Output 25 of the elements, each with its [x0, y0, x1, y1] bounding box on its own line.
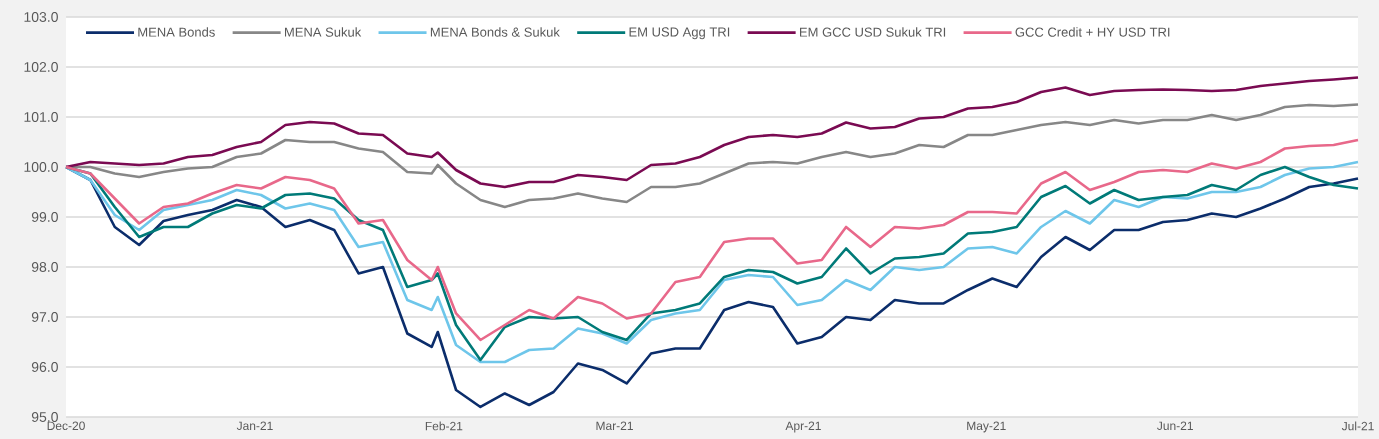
- legend-label: MENA Bonds: [138, 27, 215, 37]
- y-tick-label: 103.0: [24, 12, 58, 22]
- legend-label: EM USD Agg TRI: [629, 27, 730, 40]
- line-series: [64, 76, 1360, 189]
- y-tick-label: 102.0: [24, 62, 58, 72]
- x-tick-label: Feb-21: [425, 421, 463, 431]
- x-tick-label: May-21: [967, 421, 1006, 433]
- y-tick-label: 95.0: [31, 412, 58, 422]
- legend-label: EM GCC USD Sukuk TRI: [800, 27, 946, 37]
- y-tick-label: 96.0: [31, 362, 58, 372]
- x-tick-label: Jan-21: [236, 421, 273, 431]
- legend-label: MENA Bonds & Sukuk: [430, 27, 560, 37]
- y-tick-label: 101.0: [24, 112, 58, 122]
- y-tick-label: 100.0: [24, 162, 58, 172]
- line-series: [64, 138, 1360, 342]
- x-tick-label: Apr-21: [785, 421, 821, 433]
- x-tick-label: Dec-20: [47, 421, 85, 431]
- legend-label: GCC Credit + HY USD TRI: [1015, 27, 1170, 37]
- y-tick-label: 99.0: [31, 212, 58, 222]
- legend-label: MENA Sukuk: [285, 27, 362, 37]
- y-tick-label: 97.0: [31, 312, 58, 322]
- x-tick-label: Jun-21: [1157, 421, 1193, 431]
- y-tick-label: 98.0: [31, 262, 58, 272]
- x-tick-label: Mar-21: [596, 421, 633, 431]
- x-tick-label: Jul-21: [1341, 421, 1374, 431]
